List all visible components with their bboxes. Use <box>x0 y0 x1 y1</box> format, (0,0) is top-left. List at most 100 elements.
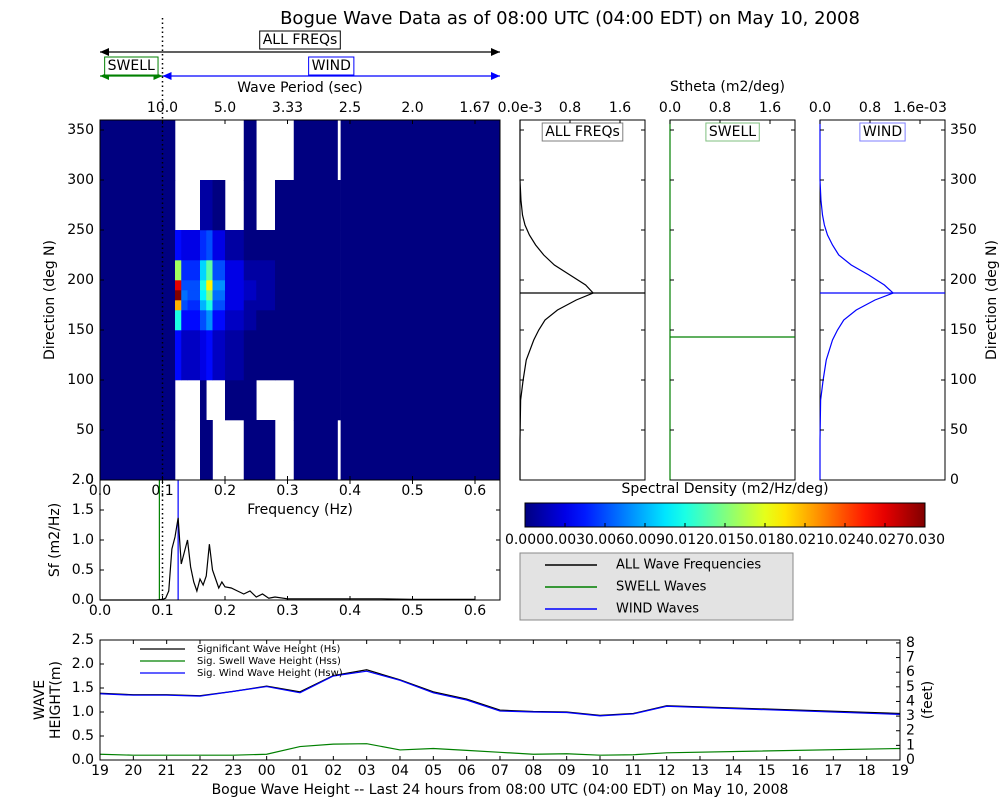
y-tick-label: 0.5 <box>72 728 94 744</box>
plot-frame <box>819 119 946 481</box>
heatmap-cell <box>337 290 341 301</box>
plot-frame <box>669 119 796 481</box>
heatmap-cell <box>100 310 176 331</box>
y2-tick-label: 2 <box>906 723 915 739</box>
y-tick-label: 250 <box>950 222 977 238</box>
heatmap-cell <box>340 380 501 421</box>
heatmap-cell <box>200 180 207 231</box>
heatmap-cell <box>293 290 338 301</box>
heatmap-cell <box>200 260 207 281</box>
panel-label: WIND <box>863 124 902 140</box>
heatmap-cell <box>100 330 176 381</box>
spread-curve <box>819 120 895 480</box>
heatmap-cell <box>206 280 213 291</box>
heatmap-cell <box>181 290 188 301</box>
heatmap-cell <box>293 260 338 281</box>
heatmap-cell <box>206 330 213 381</box>
heatmap-cell <box>340 290 501 301</box>
y2-tick-label: 8 <box>906 635 915 651</box>
label-box <box>705 122 760 142</box>
panel-label: SWELL <box>709 124 756 140</box>
legend-label: ALL Wave Frequencies <box>616 558 761 573</box>
heatmap-cell <box>243 290 257 301</box>
heatmap-cell <box>175 330 182 381</box>
band-label: SWELL <box>108 58 155 74</box>
heatmap-cell <box>293 420 338 481</box>
x-tick-label: 13 <box>691 763 709 779</box>
heatmap-cell <box>275 260 295 281</box>
heatmap-cell <box>206 180 213 231</box>
heatmap-cell <box>256 300 276 311</box>
period-tick-label: 5.0 <box>214 100 236 116</box>
label-box <box>259 30 341 50</box>
x-tick-label: 1.6e-03 <box>893 100 947 116</box>
heatmap-cell <box>256 280 276 291</box>
y2-tick-label: 7 <box>906 650 915 666</box>
y-tick-label: 50 <box>950 422 968 438</box>
plot-frame <box>519 119 646 481</box>
colorbar-tick-label: 0.030 <box>905 532 945 548</box>
x-tick-label: 0.4 <box>339 603 361 619</box>
heatmap-cell <box>225 310 245 331</box>
colorbar-tick-label: 0.027 <box>865 532 905 548</box>
heatmap-cell <box>243 330 257 381</box>
heatmap-cell <box>225 290 245 301</box>
x-tick-label: 19 <box>91 763 109 779</box>
heatmap-cell <box>340 420 501 481</box>
x-tick-label: 06 <box>458 763 476 779</box>
y-tick-label: 2.0 <box>72 656 94 672</box>
heatmap-cell <box>243 300 257 311</box>
x-tick-label: 20 <box>124 763 142 779</box>
heatmap-cell <box>187 290 201 301</box>
heatmap-cell <box>187 280 201 291</box>
heatmap-cell <box>100 280 176 291</box>
heatmap-cell <box>181 330 188 381</box>
heatmap-cell <box>337 300 341 311</box>
x-axis-label: Bogue Wave Height -- Last 24 hours from … <box>212 782 789 798</box>
heatmap-cell <box>175 280 182 291</box>
heatmap-cell <box>181 300 188 311</box>
heatmap-cell <box>200 300 207 311</box>
heatmap-cell <box>243 260 257 281</box>
y2-tick-label: 3 <box>906 708 915 724</box>
heatmap-cell <box>200 380 207 421</box>
heatmap-cell <box>243 310 257 331</box>
y-tick-label: 350 <box>950 122 977 138</box>
legend-label: SWELL Waves <box>616 580 707 595</box>
x-tick-label: 14 <box>724 763 742 779</box>
heatmap-cell <box>181 260 188 281</box>
x-tick-label: 0.6 <box>464 483 486 499</box>
heatmap-cell <box>256 290 276 301</box>
period-axis-label: Wave Period (sec) <box>237 80 363 96</box>
heatmap-cell <box>212 300 226 311</box>
x-tick-label: 00 <box>258 763 276 779</box>
heatmap-cell <box>293 280 338 291</box>
heatmap-cell <box>225 300 245 311</box>
x-tick-label: 0.4 <box>339 483 361 499</box>
colorbar-tick-label: 0.012 <box>665 532 705 548</box>
heatmap-cell <box>256 230 276 261</box>
y-tick-label: 150 <box>67 322 94 338</box>
x-tick-label: 04 <box>391 763 409 779</box>
heatmap-cell <box>225 380 245 421</box>
period-tick-label: 2.0 <box>401 100 423 116</box>
x-tick-label: 0.1 <box>151 603 173 619</box>
label-box <box>104 56 159 76</box>
y2-tick-label: 5 <box>906 679 915 695</box>
heatmap-cell <box>212 290 226 301</box>
x-tick-label: 0.5 <box>401 603 423 619</box>
heatmap-cell <box>293 380 338 421</box>
x-tick-label: 18 <box>858 763 876 779</box>
legend-label: Sig. Swell Wave Height (Hss) <box>197 656 341 667</box>
y-tick-label: 1.5 <box>72 680 94 696</box>
heatmap-cell <box>275 330 295 381</box>
heatmap-cell <box>100 380 176 421</box>
x-tick-label: 0.0 <box>809 100 831 116</box>
heatmap-cell <box>293 310 338 331</box>
y-axis-label: WAVE <box>32 680 48 720</box>
arrow-head <box>491 72 500 80</box>
heatmap-cell <box>206 260 213 281</box>
heatmap-cell <box>212 310 226 331</box>
heatmap-cell <box>275 300 295 311</box>
heatmap-cell <box>175 230 182 261</box>
